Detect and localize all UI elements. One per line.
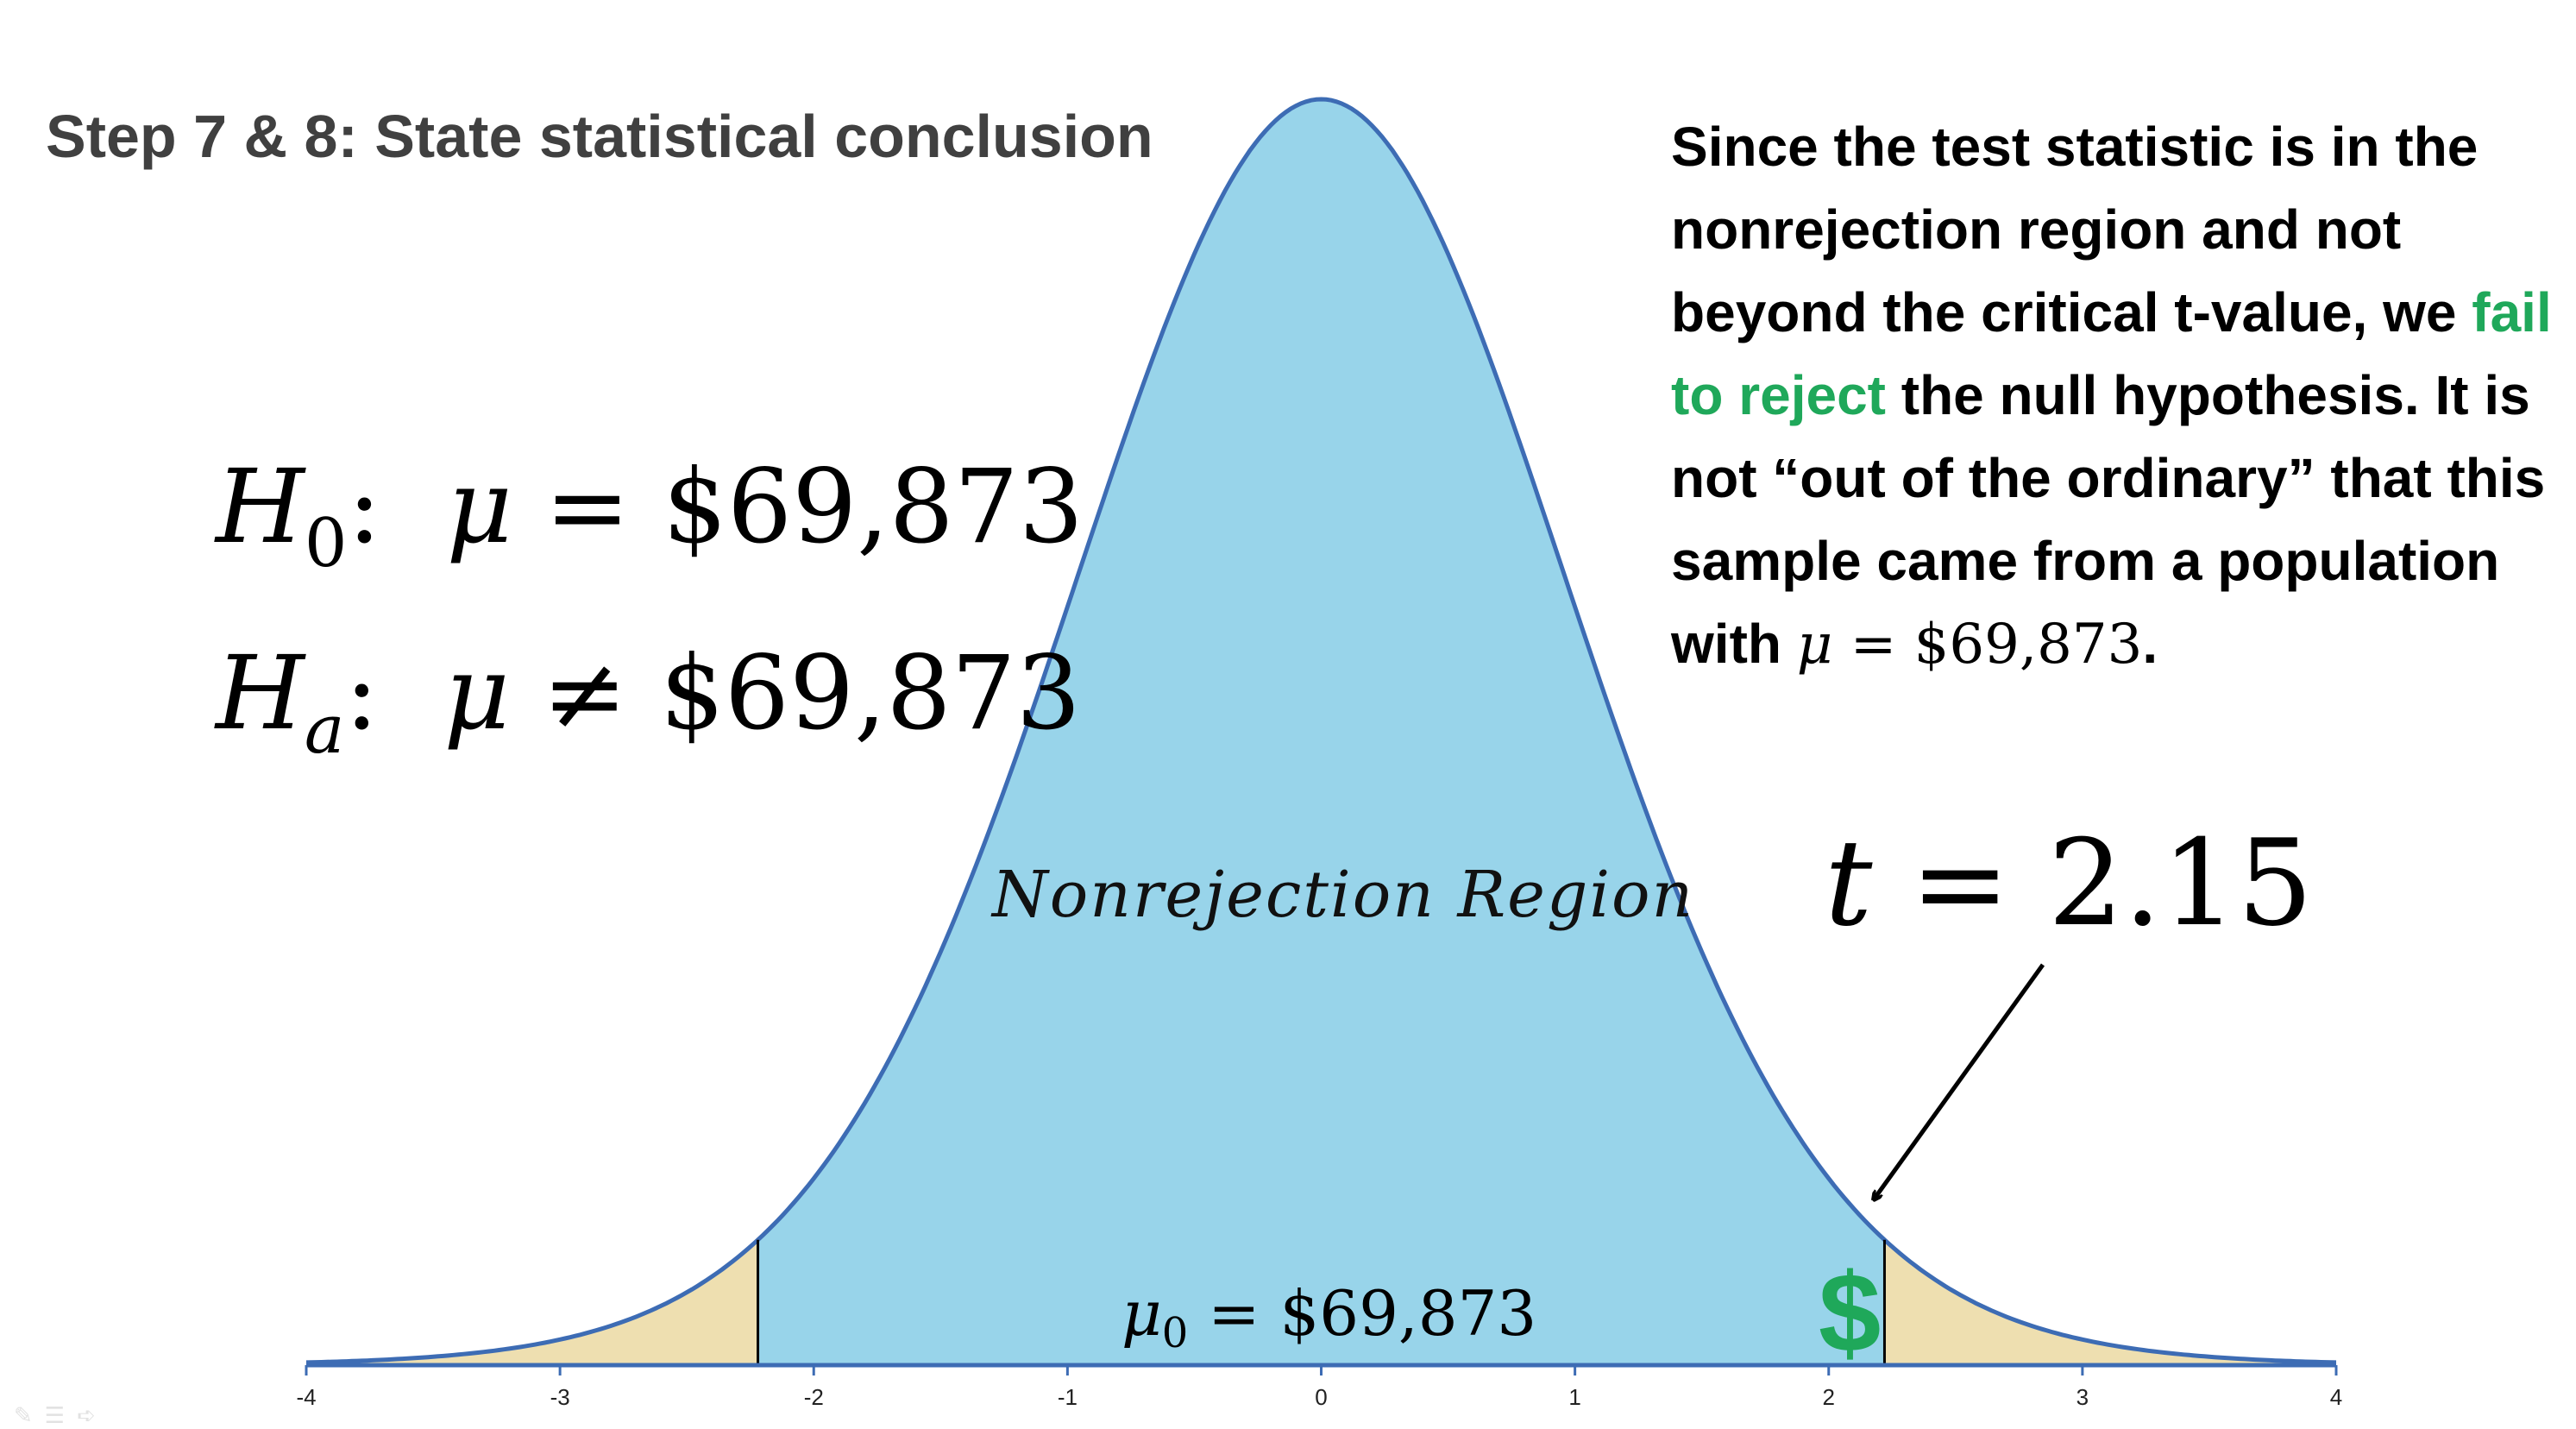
slide-title: Step 7 & 8: State statistical conclusion (46, 103, 1153, 170)
x-tick-label: -3 (550, 1384, 570, 1410)
x-tick-label: -2 (804, 1384, 824, 1410)
x-tick-label: 1 (1568, 1384, 1580, 1410)
null-hypothesis: H0: μ = $69,873 (216, 447, 1084, 582)
dollar-sign-icon: $ (1819, 1250, 1882, 1375)
distribution-curve (305, 97, 2337, 1365)
test-statistic-arrow (1874, 963, 2045, 1199)
conclusion-text: Since the test statistic is in the nonre… (1671, 116, 2552, 677)
population-mean-label: μ0 = $69,873 (1122, 1277, 1537, 1357)
right-rejection-region (1884, 1239, 2336, 1365)
x-tick-label: -4 (296, 1384, 316, 1410)
nonrejection-region (757, 99, 1885, 1365)
x-tick-label: 3 (2077, 1384, 2089, 1410)
left-rejection-region (306, 1239, 758, 1365)
nonrejection-region-label: Nonrejection Region (992, 858, 1695, 932)
slide-nav-icons: ✎☰➪ (14, 1402, 108, 1429)
test-statistic-label: t = 2.15 (1825, 814, 2314, 953)
x-tick-label: 2 (1823, 1384, 1835, 1410)
x-tick-label: 0 (1315, 1384, 1327, 1410)
menu-icon[interactable]: ☰ (44, 1402, 78, 1428)
pen-icon[interactable]: ✎ (14, 1402, 45, 1428)
next-arrow-icon[interactable]: ➪ (77, 1402, 108, 1428)
x-tick-label: 4 (2330, 1384, 2342, 1410)
alternative-hypothesis: Ha: μ ≠ $69,873 (216, 633, 1081, 769)
fail-to-reject-highlight: fail to reject (1671, 281, 2552, 426)
x-tick-label: -1 (1058, 1384, 1078, 1410)
